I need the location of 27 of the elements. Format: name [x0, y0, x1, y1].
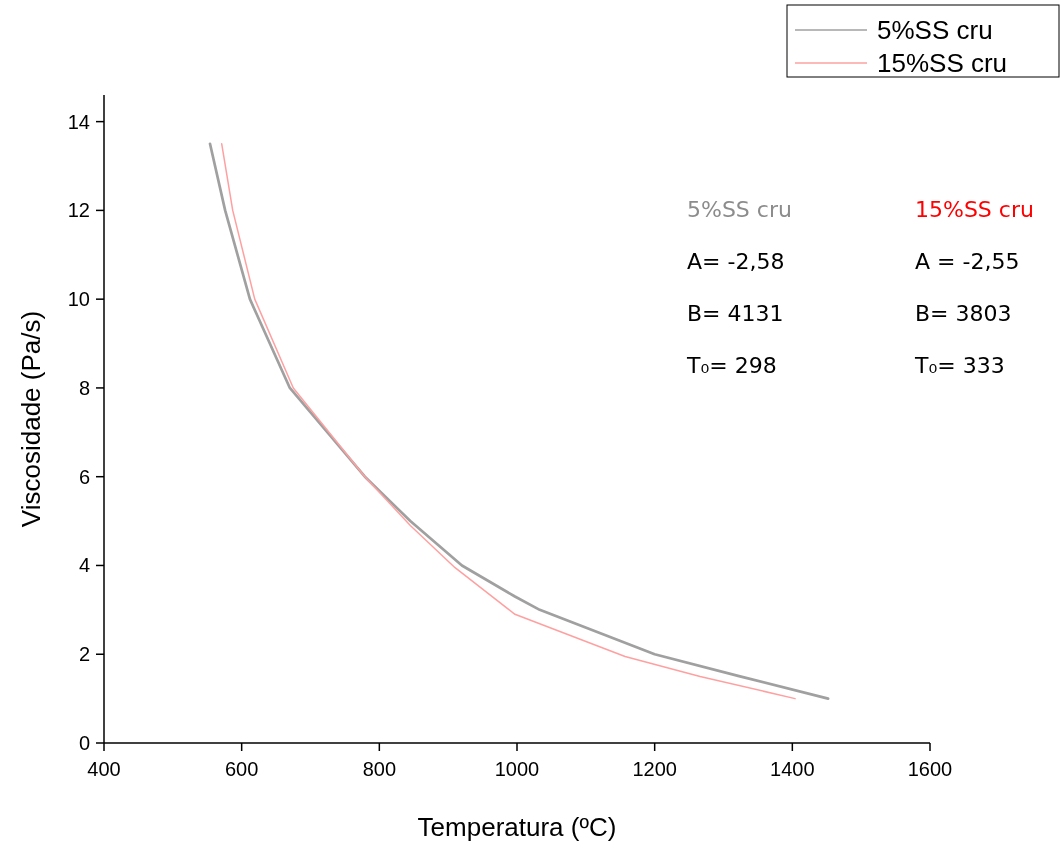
y-axis-title: Viscosidade (Pa/s)	[16, 310, 46, 528]
y-tick-label: 4	[78, 554, 90, 577]
y-tick-label: 10	[67, 288, 90, 311]
x-tick-label: 800	[362, 758, 397, 780]
legend-label: 15%SS cru	[877, 48, 1008, 78]
y-tick-label: 14	[67, 110, 90, 133]
annotation: T₀= 298	[686, 353, 777, 378]
annotation: B= 3803	[915, 301, 1012, 326]
x-tick-label: 600	[224, 758, 259, 780]
annotation: T₀= 333	[914, 353, 1005, 378]
legend-label: 5%SS cru	[877, 15, 993, 45]
x-tick-label: 1600	[907, 758, 953, 780]
x-tick-label: 400	[87, 758, 121, 780]
annotation: B= 4131	[687, 301, 784, 326]
annotation: 5%SS cru	[687, 197, 792, 222]
x-tick-label: 1000	[494, 758, 540, 780]
y-tick-label: 12	[67, 199, 90, 222]
x-tick-label: 1400	[770, 758, 815, 780]
x-axis-title: Temperatura (ºC)	[417, 812, 617, 842]
x-tick-label: 1200	[632, 758, 677, 780]
y-tick-label: 0	[78, 732, 90, 754]
y-tick-label: 6	[78, 465, 90, 488]
y-tick-label: 8	[78, 376, 90, 399]
annotation: 15%SS cru	[915, 197, 1034, 222]
annotation: A= -2,58	[687, 249, 785, 274]
annotation: A = -2,55	[915, 249, 1020, 274]
y-tick-label: 2	[78, 643, 90, 666]
